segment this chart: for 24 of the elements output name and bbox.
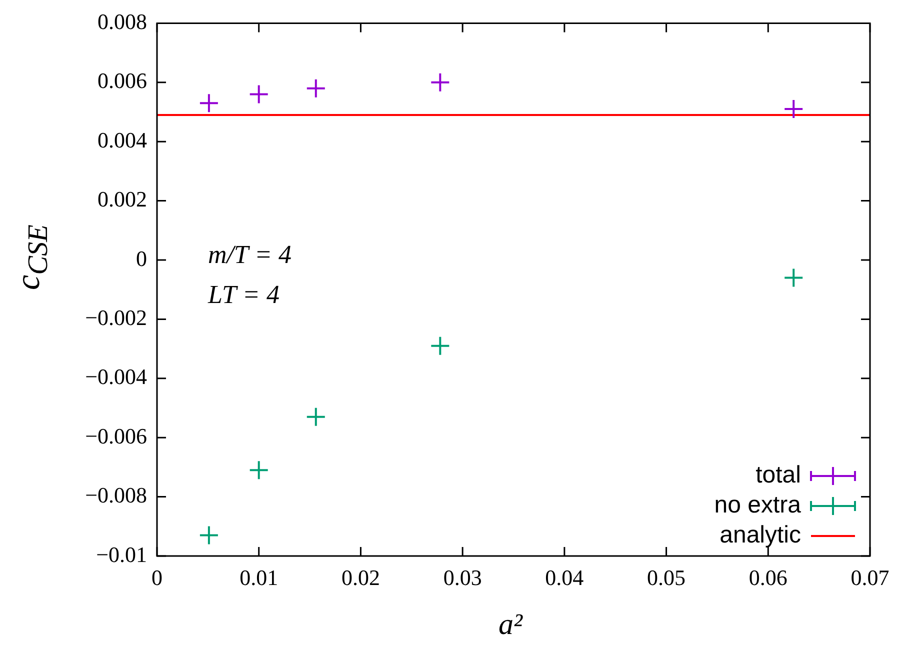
y-tick-label: 0.006 [98,68,147,94]
x-tick-label: 0.02 [341,564,380,590]
y-tick-label: −0.004 [85,364,147,390]
y-tick-label: −0.008 [85,482,147,508]
x-axis-title: a² [498,608,522,642]
x-tick-label: 0 [152,564,162,590]
y-tick-label: 0.002 [98,186,147,212]
y-tick-label: 0.008 [98,8,147,34]
x-tick-label: 0.06 [748,564,788,590]
annotation: m/T = 4 [208,240,292,270]
y-tick-label: −0.002 [85,304,147,330]
x-tick-label: 0.04 [545,564,584,590]
y-tick-label: 0 [136,246,147,271]
x-tick-label: 0.03 [443,564,482,590]
y-tick-label: −0.006 [85,423,147,448]
x-tick-label: 0.05 [647,564,686,590]
y-tick-label: 0.004 [98,127,147,152]
annotation: LT = 4 [208,280,280,310]
legend-label: no extra [714,492,802,519]
y-tick-label: −0.01 [96,542,147,567]
legend-label: total [756,462,801,489]
x-tick-label: 0.07 [850,564,890,590]
legend-label: analytic [720,522,801,549]
x-tick-label: 0.01 [240,564,278,590]
